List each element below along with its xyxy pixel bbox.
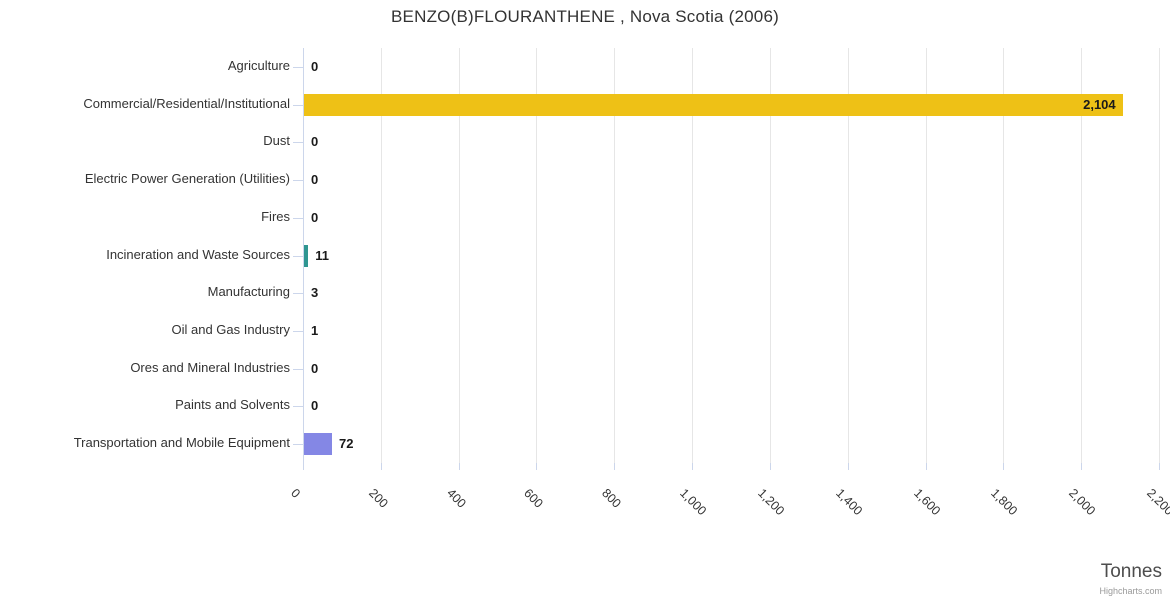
x-axis-label: 1,400 — [832, 486, 865, 519]
x-axis-title: Tonnes — [1100, 561, 1162, 582]
value-label: 3 — [311, 285, 319, 301]
gridline — [614, 48, 616, 463]
x-axis-label: 200 — [365, 486, 391, 511]
y-axis-tick — [293, 180, 303, 181]
highcharts-credit[interactable]: Highcharts.com — [1099, 586, 1162, 596]
x-axis-tick — [847, 463, 849, 470]
chart-title: BENZO(B)FLOURANTHENE , Nova Scotia (2006… — [391, 7, 779, 26]
y-axis-tick — [293, 331, 303, 332]
category-label: Commercial/Residential/Institutional — [83, 95, 290, 111]
y-axis-tick — [293, 293, 303, 294]
x-axis-label: 1,600 — [910, 486, 943, 519]
gridline — [536, 48, 538, 463]
category-label: Dust — [263, 133, 290, 149]
value-label: 0 — [311, 360, 319, 376]
x-axis-label: 400 — [443, 486, 469, 511]
x-axis-tick — [1159, 463, 1160, 470]
x-axis-label: 2,000 — [1066, 486, 1099, 519]
gridline — [769, 48, 771, 463]
x-axis-label: 800 — [599, 486, 625, 511]
value-label: 0 — [311, 209, 319, 225]
category-label: Incineration and Waste Sources — [106, 246, 290, 262]
x-axis-tick — [303, 463, 304, 470]
x-axis-tick — [614, 463, 616, 470]
value-label: 0 — [311, 172, 319, 188]
value-label: 0 — [311, 134, 319, 150]
y-axis-tick — [293, 218, 303, 219]
category-label: Agriculture — [227, 57, 290, 73]
x-axis-tick — [769, 463, 771, 470]
x-axis-tick — [1081, 463, 1083, 470]
x-axis-tick — [458, 463, 460, 470]
gridline — [1159, 48, 1160, 463]
x-axis-tick — [1003, 463, 1005, 470]
gridline — [380, 48, 382, 463]
category-label: Fires — [261, 208, 290, 224]
value-label: 1 — [311, 322, 319, 338]
bar[interactable] — [304, 433, 332, 456]
gridline — [692, 48, 694, 463]
x-axis-tick — [925, 463, 927, 470]
x-axis-label: 0 — [288, 486, 303, 501]
gridline — [1003, 48, 1005, 463]
y-axis-tick — [293, 406, 303, 407]
value-label: 72 — [339, 436, 354, 452]
bar[interactable] — [304, 93, 1123, 116]
y-axis-tick — [293, 142, 303, 143]
x-axis-tick — [536, 463, 538, 470]
value-label: 2,104 — [1083, 96, 1116, 112]
x-axis-label: 1,800 — [988, 486, 1021, 519]
category-label: Manufacturing — [207, 284, 290, 300]
x-axis-label: 600 — [521, 486, 547, 511]
gridline — [458, 48, 460, 463]
bar[interactable] — [304, 244, 309, 267]
category-label: Transportation and Mobile Equipment — [73, 435, 290, 451]
value-label: 0 — [311, 58, 319, 74]
gridline — [1081, 48, 1083, 463]
x-axis-tick — [692, 463, 694, 470]
category-label: Ores and Mineral Industries — [130, 359, 290, 375]
y-axis-tick — [293, 256, 303, 257]
x-axis-tick — [380, 463, 382, 470]
y-axis-tick — [293, 369, 303, 370]
y-axis-line — [303, 48, 304, 463]
x-axis-label: 1,000 — [677, 486, 710, 519]
x-axis-label: 1,200 — [755, 486, 788, 519]
gridline — [847, 48, 849, 463]
y-axis-tick — [293, 444, 303, 445]
category-label: Paints and Solvents — [175, 397, 290, 413]
category-label: Electric Power Generation (Utilities) — [84, 171, 290, 187]
value-label: 0 — [311, 398, 319, 414]
category-label: Oil and Gas Industry — [171, 321, 291, 337]
gridline — [925, 48, 927, 463]
value-label: 11 — [315, 247, 330, 263]
y-axis-tick — [293, 105, 303, 106]
x-axis-label: 2,200 — [1144, 486, 1170, 519]
y-axis-tick — [293, 67, 303, 68]
